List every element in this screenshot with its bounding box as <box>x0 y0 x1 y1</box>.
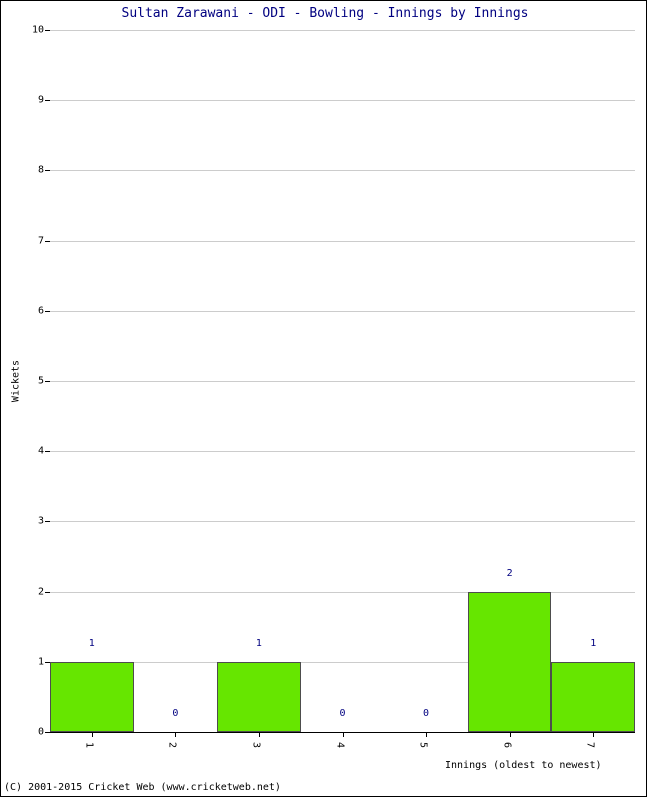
bar <box>468 592 552 732</box>
xtick-mark <box>426 732 427 737</box>
ytick-label: 8 <box>38 165 44 176</box>
bar-value-label: 0 <box>172 708 178 719</box>
xtick-label: 5 <box>418 742 429 748</box>
xtick-label: 4 <box>334 742 345 748</box>
ytick-label: 4 <box>38 446 44 457</box>
ytick-mark <box>45 311 50 312</box>
bar <box>217 662 301 732</box>
ytick-mark <box>45 100 50 101</box>
ytick-label: 0 <box>38 727 44 738</box>
ytick-mark <box>45 451 50 452</box>
xtick-mark <box>259 732 260 737</box>
xtick-mark <box>510 732 511 737</box>
copyright-text: (C) 2001-2015 Cricket Web (www.cricketwe… <box>4 782 281 793</box>
ytick-mark <box>45 30 50 31</box>
xtick-mark <box>343 732 344 737</box>
grid-line <box>50 311 635 312</box>
grid-line <box>50 381 635 382</box>
bar <box>50 662 134 732</box>
xtick-mark <box>175 732 176 737</box>
bar-value-label: 0 <box>339 708 345 719</box>
ytick-mark <box>45 241 50 242</box>
grid-line <box>50 241 635 242</box>
ytick-mark <box>45 170 50 171</box>
plot-area: 01234567891011021304052617 <box>50 30 635 732</box>
xtick-mark <box>92 732 93 737</box>
bar <box>551 662 635 732</box>
ytick-mark <box>45 521 50 522</box>
bar-value-label: 1 <box>256 638 262 649</box>
grid-line <box>50 30 635 31</box>
xtick-label: 2 <box>167 742 178 748</box>
bar-value-label: 1 <box>89 638 95 649</box>
grid-line <box>50 451 635 452</box>
ytick-label: 2 <box>38 586 44 597</box>
y-axis-label: Wickets <box>11 360 22 402</box>
xtick-label: 1 <box>83 742 94 748</box>
bar-value-label: 0 <box>423 708 429 719</box>
xtick-label: 3 <box>250 742 261 748</box>
ytick-mark <box>45 732 50 733</box>
grid-line <box>50 100 635 101</box>
bar-value-label: 2 <box>507 568 513 579</box>
ytick-label: 1 <box>38 656 44 667</box>
grid-line <box>50 521 635 522</box>
bar-value-label: 1 <box>590 638 596 649</box>
xtick-label: 7 <box>585 742 596 748</box>
ytick-label: 7 <box>38 235 44 246</box>
xtick-label: 6 <box>501 742 512 748</box>
ytick-label: 5 <box>38 376 44 387</box>
x-axis-label: Innings (oldest to newest) <box>445 760 602 771</box>
ytick-label: 3 <box>38 516 44 527</box>
xtick-mark <box>593 732 594 737</box>
ytick-mark <box>45 592 50 593</box>
ytick-label: 9 <box>38 95 44 106</box>
chart-title: Sultan Zarawani - ODI - Bowling - Inning… <box>0 6 650 21</box>
ytick-label: 10 <box>32 25 44 36</box>
ytick-mark <box>45 381 50 382</box>
grid-line <box>50 170 635 171</box>
ytick-label: 6 <box>38 305 44 316</box>
